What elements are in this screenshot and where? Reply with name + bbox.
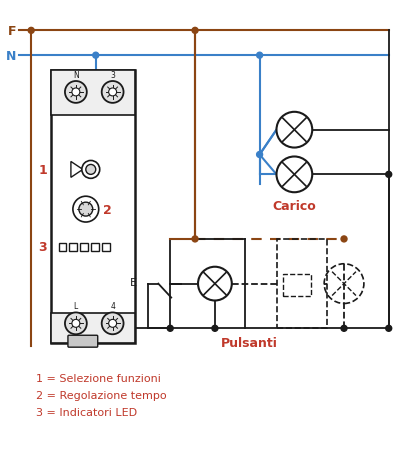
Bar [51, 71, 135, 344]
Text: 3: 3 [110, 71, 115, 80]
Text: Pulsanti: Pulsanti [221, 337, 278, 349]
Circle shape [102, 82, 124, 104]
Circle shape [257, 152, 262, 158]
Circle shape [102, 313, 124, 334]
Text: E: E [130, 277, 136, 287]
Bar [59, 243, 66, 251]
Circle shape [65, 313, 87, 334]
Bar [69, 243, 77, 251]
Circle shape [72, 89, 80, 97]
Text: F: F [8, 25, 16, 38]
Circle shape [341, 237, 347, 243]
Circle shape [82, 161, 100, 179]
Circle shape [212, 326, 218, 332]
Circle shape [341, 326, 347, 332]
Text: 2 = Regolazione tempo: 2 = Regolazione tempo [36, 390, 167, 400]
Text: N: N [73, 71, 79, 80]
Text: 3: 3 [38, 241, 47, 254]
Circle shape [72, 320, 80, 328]
Text: Carico: Carico [273, 200, 316, 213]
Circle shape [65, 82, 87, 104]
FancyBboxPatch shape [68, 335, 98, 348]
Circle shape [277, 112, 312, 148]
Circle shape [277, 157, 312, 193]
Text: L: L [74, 302, 78, 311]
Circle shape [192, 28, 198, 34]
Text: 4: 4 [110, 302, 115, 311]
Circle shape [93, 53, 99, 59]
Polygon shape [71, 162, 83, 178]
Circle shape [257, 53, 262, 59]
Bar [91, 243, 99, 251]
Circle shape [192, 237, 198, 243]
Bar [80, 243, 88, 251]
Bar [51, 313, 135, 344]
Circle shape [109, 89, 117, 97]
Text: N: N [6, 50, 16, 62]
Circle shape [86, 165, 96, 175]
Circle shape [167, 326, 173, 332]
Circle shape [79, 203, 93, 217]
Circle shape [198, 267, 232, 301]
Text: 1: 1 [38, 163, 47, 177]
Circle shape [73, 197, 99, 222]
Circle shape [386, 326, 392, 332]
Circle shape [109, 320, 117, 328]
Bar [51, 71, 135, 116]
Bar [284, 274, 311, 296]
Circle shape [28, 28, 34, 34]
Bar [102, 243, 110, 251]
Circle shape [386, 172, 392, 178]
Bar [277, 239, 327, 329]
Text: 3 = Indicatori LED: 3 = Indicatori LED [36, 407, 137, 417]
Text: 2: 2 [103, 203, 111, 216]
Text: 1 = Selezione funzioni: 1 = Selezione funzioni [36, 373, 161, 383]
